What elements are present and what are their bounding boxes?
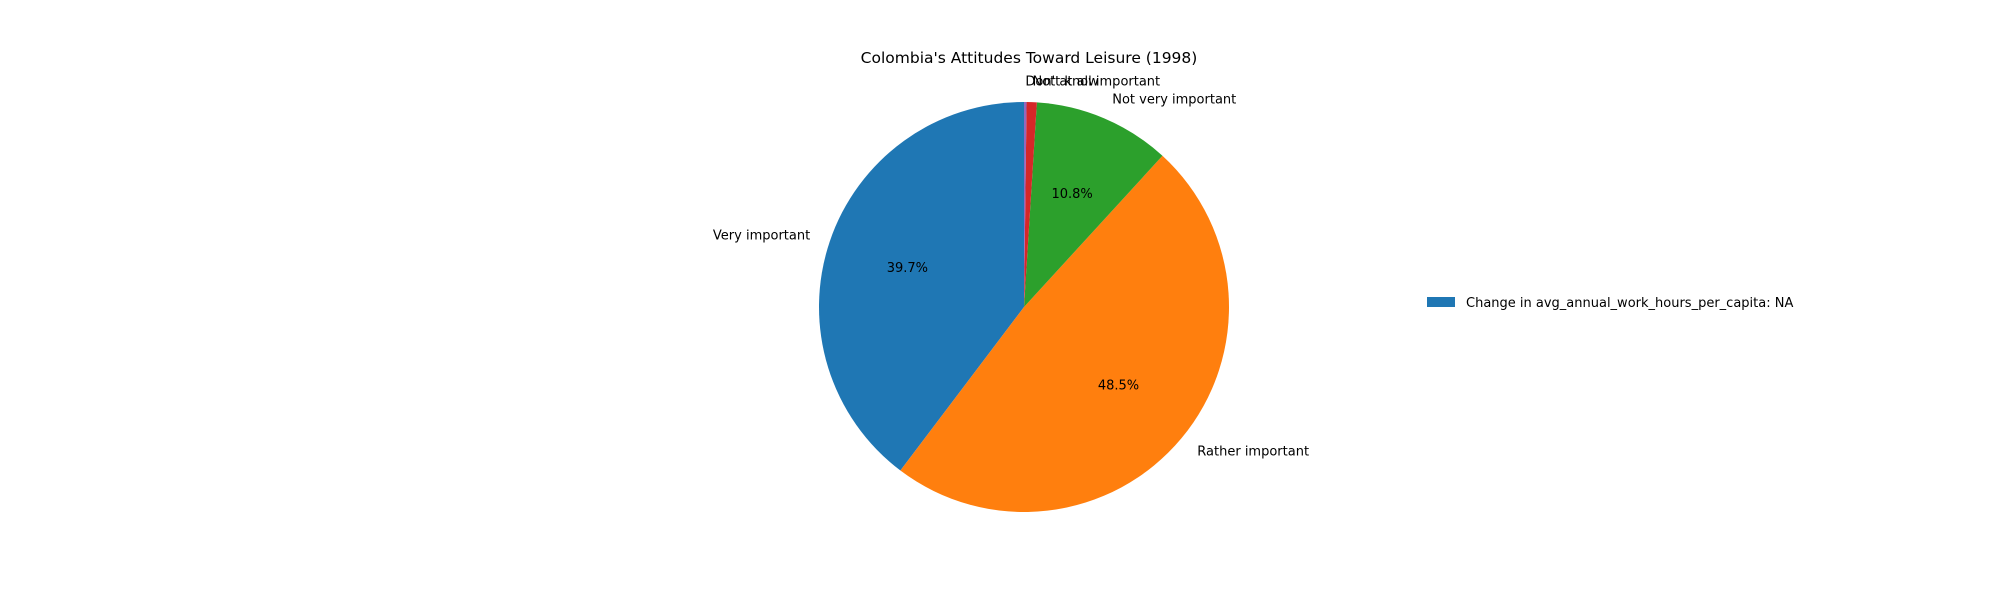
- slice-label-very-important: Very important: [713, 228, 810, 243]
- legend-swatch: [1427, 297, 1455, 307]
- pie-slice-not-at-all-important: [1024, 102, 1037, 307]
- pct-label-very-important: 39.7%: [887, 261, 928, 276]
- pct-label-rather-important: 48.5%: [1098, 379, 1139, 394]
- slice-label-rather-important: Rather important: [1197, 444, 1309, 459]
- pie-slice-very-important: [819, 102, 1024, 471]
- pie-slice-don-t-know: [1024, 102, 1027, 307]
- slice-label-not-very-important: Not very important: [1112, 92, 1236, 107]
- pct-label-not-very-important: 10.8%: [1051, 187, 1092, 202]
- slice-label-not-at-all-important: Not at all important: [1032, 75, 1160, 90]
- slice-label-don-t-know: Don't know: [1025, 75, 1099, 90]
- pie-slices: [819, 102, 1229, 513]
- legend: Change in avg_annual_work_hours_per_capi…: [1427, 296, 1793, 311]
- chart-title: Colombia's Attitudes Toward Leisure (199…: [861, 49, 1198, 67]
- pie-slice-not-very-important: [1024, 102, 1163, 308]
- pie-slice-rather-important: [900, 155, 1229, 513]
- pie-labels: Very important 39.7% Rather important 48.5%…: [713, 75, 1309, 460]
- legend-label: Change in avg_annual_work_hours_per_capi…: [1466, 296, 1793, 311]
